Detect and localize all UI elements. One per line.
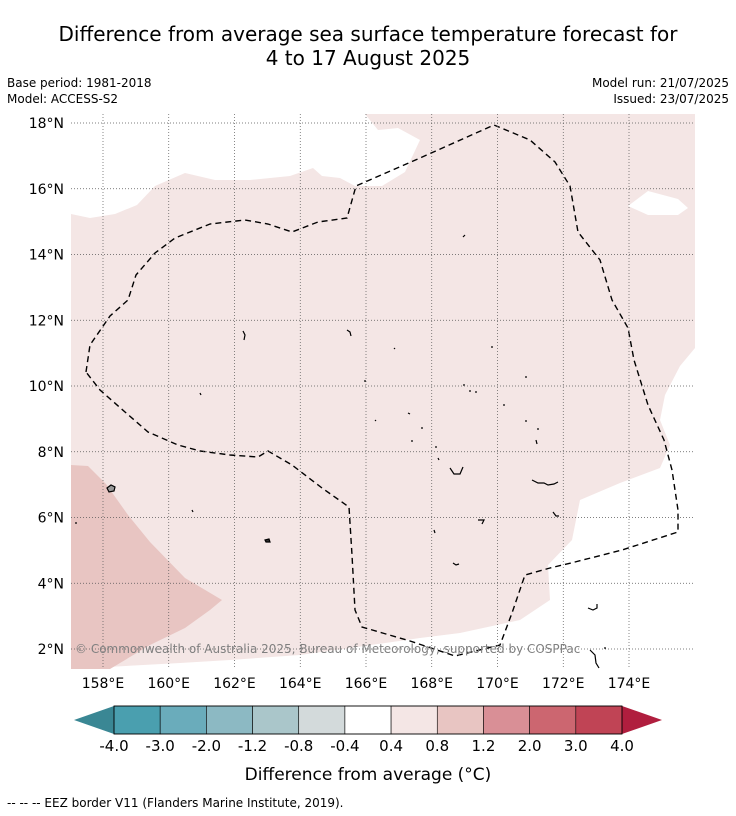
colorbar-segment bbox=[159, 705, 207, 735]
colorbar-segment bbox=[252, 705, 300, 735]
anomaly-region-0.8-1.2 bbox=[71, 465, 222, 669]
chart-title: Difference from average sea surface temp… bbox=[0, 22, 736, 70]
longitude-tick-label: 162°E bbox=[213, 676, 256, 692]
latitude-labels: 2°N 4°N 6°N 8°N 10°N 12°N 14°N 16°N 18°N bbox=[29, 116, 64, 658]
anomaly-region-0.4-0.8 bbox=[71, 114, 695, 669]
issued-text: Issued: 23/07/2025 bbox=[613, 92, 729, 106]
copyright-text: © Commonwealth of Australia 2025, Bureau… bbox=[75, 642, 580, 656]
latitude-tick-label: 2°N bbox=[38, 642, 64, 658]
island-outline bbox=[531, 479, 559, 486]
colorbar-segment bbox=[298, 705, 346, 735]
meta-left: Base period: 1981-2018 Model: ACCESS-S2 bbox=[7, 75, 152, 107]
colorbar-tick-label: -4.0 bbox=[99, 737, 128, 755]
longitude-tick-label: 166°E bbox=[345, 676, 388, 692]
colorbar-tick-label: -0.8 bbox=[284, 737, 313, 755]
island-outline bbox=[242, 330, 246, 341]
islands bbox=[75, 234, 606, 669]
longitude-tick-label: 170°E bbox=[476, 676, 519, 692]
colorbar-extend-low bbox=[74, 706, 114, 734]
colorbar-frame bbox=[113, 705, 623, 735]
island-outline bbox=[437, 457, 440, 461]
title-line-2: 4 to 17 August 2025 bbox=[265, 46, 471, 70]
gridlines bbox=[71, 114, 695, 669]
colorbar-tick-label: -1.2 bbox=[238, 737, 267, 755]
model-text: Model: ACCESS-S2 bbox=[7, 92, 119, 106]
colorbar-segment bbox=[390, 705, 438, 735]
latitude-tick-label: 6°N bbox=[38, 511, 64, 527]
island-outline bbox=[478, 519, 485, 525]
neutral-gap-upper-right bbox=[628, 191, 688, 215]
colorbar-tick-label: 1.2 bbox=[472, 737, 496, 755]
longitude-tick-label: 158°E bbox=[82, 676, 125, 692]
colorbar-segment bbox=[113, 705, 161, 735]
island-outline bbox=[462, 234, 466, 238]
island-outline bbox=[552, 511, 559, 517]
map-area: © Commonwealth of Australia 2025, Bureau… bbox=[71, 114, 695, 669]
colorbar-segments bbox=[113, 705, 623, 735]
colorbar-segment bbox=[344, 705, 392, 735]
latitude-tick-label: 18°N bbox=[29, 116, 64, 132]
colorbar-extend-high bbox=[622, 706, 662, 734]
colorbar-tick-label: 3.0 bbox=[564, 737, 588, 755]
colorbar-labels: -4.0 -3.0 -2.0 -1.2 -0.8 -0.4 0.4 0.8 1.2 2.0 3.0 4… bbox=[99, 737, 634, 755]
latitude-tick-label: 14°N bbox=[29, 248, 64, 264]
island-outline bbox=[535, 439, 538, 445]
footer-legend-note: -- -- -- EEZ border V11 (Flanders Marine… bbox=[7, 796, 344, 810]
latitude-tick-label: 10°N bbox=[29, 379, 64, 395]
longitude-labels: 158°E 160°E 162°E 164°E 166°E 168°E 170°E 172°E… bbox=[82, 676, 651, 692]
island-outline bbox=[346, 329, 352, 337]
colorbar-tick-label: 0.4 bbox=[379, 737, 403, 755]
title-line-1: Difference from average sea surface temp… bbox=[58, 22, 678, 46]
longitude-tick-label: 174°E bbox=[608, 676, 651, 692]
island-outline bbox=[589, 649, 600, 669]
longitude-tick-label: 164°E bbox=[279, 676, 322, 692]
colorbar-segment bbox=[436, 705, 484, 735]
model-run-text: Model run: 21/07/2025 bbox=[591, 76, 729, 90]
island-outline bbox=[75, 346, 539, 524]
longitude-tick-label: 172°E bbox=[542, 676, 585, 692]
meta-right: Model run: 21/07/2025 Issued: 23/07/2025 bbox=[592, 75, 729, 107]
latitude-tick-label: 4°N bbox=[38, 576, 64, 592]
island-outline bbox=[587, 604, 598, 611]
colorbar-segment bbox=[575, 705, 623, 735]
latitude-tick-label: 8°N bbox=[38, 445, 64, 461]
longitude-tick-label: 160°E bbox=[147, 676, 190, 692]
latitude-tick-label: 16°N bbox=[29, 182, 64, 198]
colorbar-tick-label: -0.4 bbox=[330, 737, 359, 755]
island-outline bbox=[452, 562, 460, 566]
base-period-text: Base period: 1981-2018 bbox=[7, 76, 152, 90]
colorbar-tick-label: 0.8 bbox=[425, 737, 449, 755]
colorbar-segment bbox=[483, 705, 530, 735]
island-outline bbox=[106, 484, 116, 493]
island-outline bbox=[449, 466, 464, 475]
longitude-tick-label: 168°E bbox=[410, 676, 453, 692]
eez-border-line bbox=[85, 124, 679, 657]
island-outline bbox=[264, 538, 271, 543]
colorbar-segment bbox=[529, 705, 577, 735]
colorbar-tick-label: -3.0 bbox=[146, 737, 175, 755]
latitude-tick-label: 12°N bbox=[29, 313, 64, 329]
colorbar-tick-label: 4.0 bbox=[610, 737, 634, 755]
colorbar-tick-label: 2.0 bbox=[518, 737, 542, 755]
colorbar-tick-label: -2.0 bbox=[192, 737, 221, 755]
colorbar-segment bbox=[206, 705, 253, 735]
island-outline bbox=[433, 529, 436, 534]
colorbar: -4.0 -3.0 -2.0 -1.2 -0.8 -0.4 0.4 0.8 1.2 2.0 3.0 4… bbox=[74, 705, 662, 785]
colorbar-title: Difference from average (°C) bbox=[245, 765, 492, 785]
